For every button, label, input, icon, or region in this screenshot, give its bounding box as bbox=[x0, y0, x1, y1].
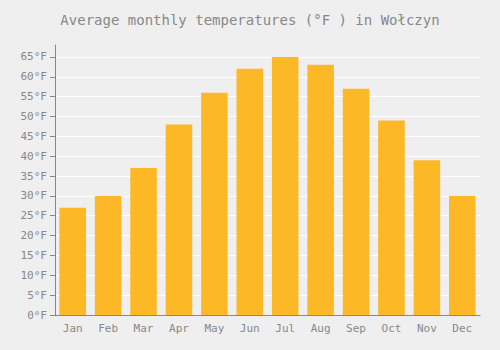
svg-text:25°F: 25°F bbox=[21, 209, 48, 222]
svg-text:15°F: 15°F bbox=[21, 249, 48, 262]
svg-text:Jan: Jan bbox=[63, 322, 83, 335]
svg-text:10°F: 10°F bbox=[21, 269, 48, 282]
svg-text:55°F: 55°F bbox=[21, 90, 48, 103]
svg-text:30°F: 30°F bbox=[21, 189, 48, 202]
svg-text:50°F: 50°F bbox=[21, 110, 48, 123]
svg-text:Aug: Aug bbox=[311, 322, 331, 335]
svg-text:60°F: 60°F bbox=[21, 70, 48, 83]
svg-text:Mar: Mar bbox=[134, 322, 154, 335]
svg-text:Nov: Nov bbox=[417, 322, 437, 335]
svg-text:Jul: Jul bbox=[275, 322, 295, 335]
svg-text:Apr: Apr bbox=[169, 322, 189, 335]
svg-text:Feb: Feb bbox=[98, 322, 118, 335]
svg-text:Jun: Jun bbox=[240, 322, 260, 335]
svg-text:May: May bbox=[204, 322, 224, 335]
svg-text:Oct: Oct bbox=[382, 322, 402, 335]
svg-text:35°F: 35°F bbox=[21, 170, 48, 183]
svg-text:Sep: Sep bbox=[346, 322, 366, 335]
svg-text:20°F: 20°F bbox=[21, 229, 48, 242]
svg-text:65°F: 65°F bbox=[21, 50, 48, 63]
svg-text:Dec: Dec bbox=[452, 322, 472, 335]
svg-text:0°F: 0°F bbox=[27, 309, 47, 322]
svg-text:45°F: 45°F bbox=[21, 130, 48, 143]
svg-text:5°F: 5°F bbox=[27, 289, 47, 302]
svg-text:Average monthly temperatures (: Average monthly temperatures (°F ) in Wo… bbox=[60, 12, 439, 28]
svg-text:40°F: 40°F bbox=[21, 150, 48, 163]
